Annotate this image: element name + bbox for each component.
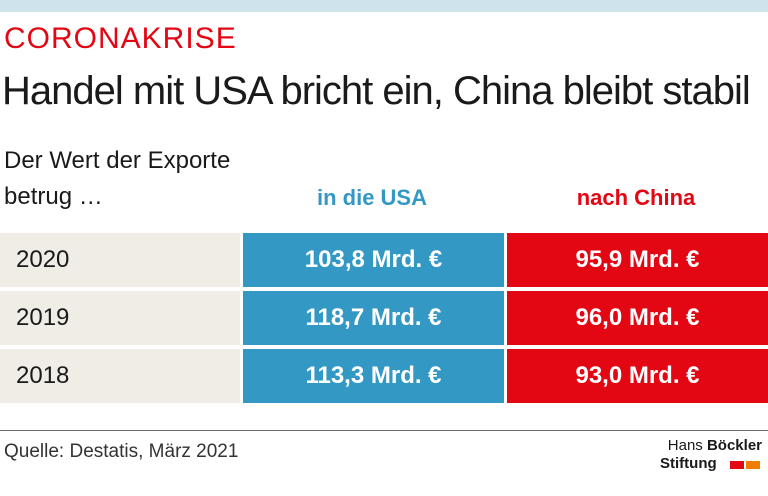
usa-value-cell: 118,7 Mrd. € xyxy=(243,291,504,345)
top-bar xyxy=(0,0,768,12)
headline: Handel mit USA bricht ein, China bleibt … xyxy=(2,69,751,113)
usa-value-cell: 103,8 Mrd. € xyxy=(243,233,504,287)
column-header-china: nach China xyxy=(576,185,696,210)
logo-red-square-icon xyxy=(730,461,744,469)
china-value-cell: 93,0 Mrd. € xyxy=(507,349,768,403)
usa-value-cell: 113,3 Mrd. € xyxy=(243,349,504,403)
logo-line-1: Hans Böckler xyxy=(668,437,762,455)
footer-divider xyxy=(0,430,768,431)
year-cell: 2018 xyxy=(0,349,240,403)
logo-orange-square-icon xyxy=(746,461,760,469)
intro-text: Der Wert der Exporte betrug … xyxy=(4,143,304,215)
intro-line-2: betrug … xyxy=(4,183,103,210)
column-header-usa: in die USA xyxy=(316,185,427,210)
china-value-cell: 96,0 Mrd. € xyxy=(507,291,768,345)
china-value-cell: 95,9 Mrd. € xyxy=(507,233,768,287)
logo-boeckler: Böckler xyxy=(706,437,762,454)
logo-hans: Hans xyxy=(667,437,703,454)
intro-line-1: Der Wert der Exporte xyxy=(4,147,231,174)
source-note: Quelle: Destatis, März 2021 xyxy=(4,441,239,462)
hans-boeckler-stiftung-logo: Hans Böckler Stiftung xyxy=(652,437,762,477)
table-row-2019: 2019 118,7 Mrd. € 96,0 Mrd. € xyxy=(0,291,768,345)
year-cell: 2019 xyxy=(0,291,240,345)
year-cell: 2020 xyxy=(0,233,240,287)
logo-stiftung: Stiftung xyxy=(660,455,717,472)
table-row-2018: 2018 113,3 Mrd. € 93,0 Mrd. € xyxy=(0,349,768,403)
kicker: CORONAKRISE xyxy=(4,22,237,55)
table-row-2020: 2020 103,8 Mrd. € 95,9 Mrd. € xyxy=(0,233,768,287)
